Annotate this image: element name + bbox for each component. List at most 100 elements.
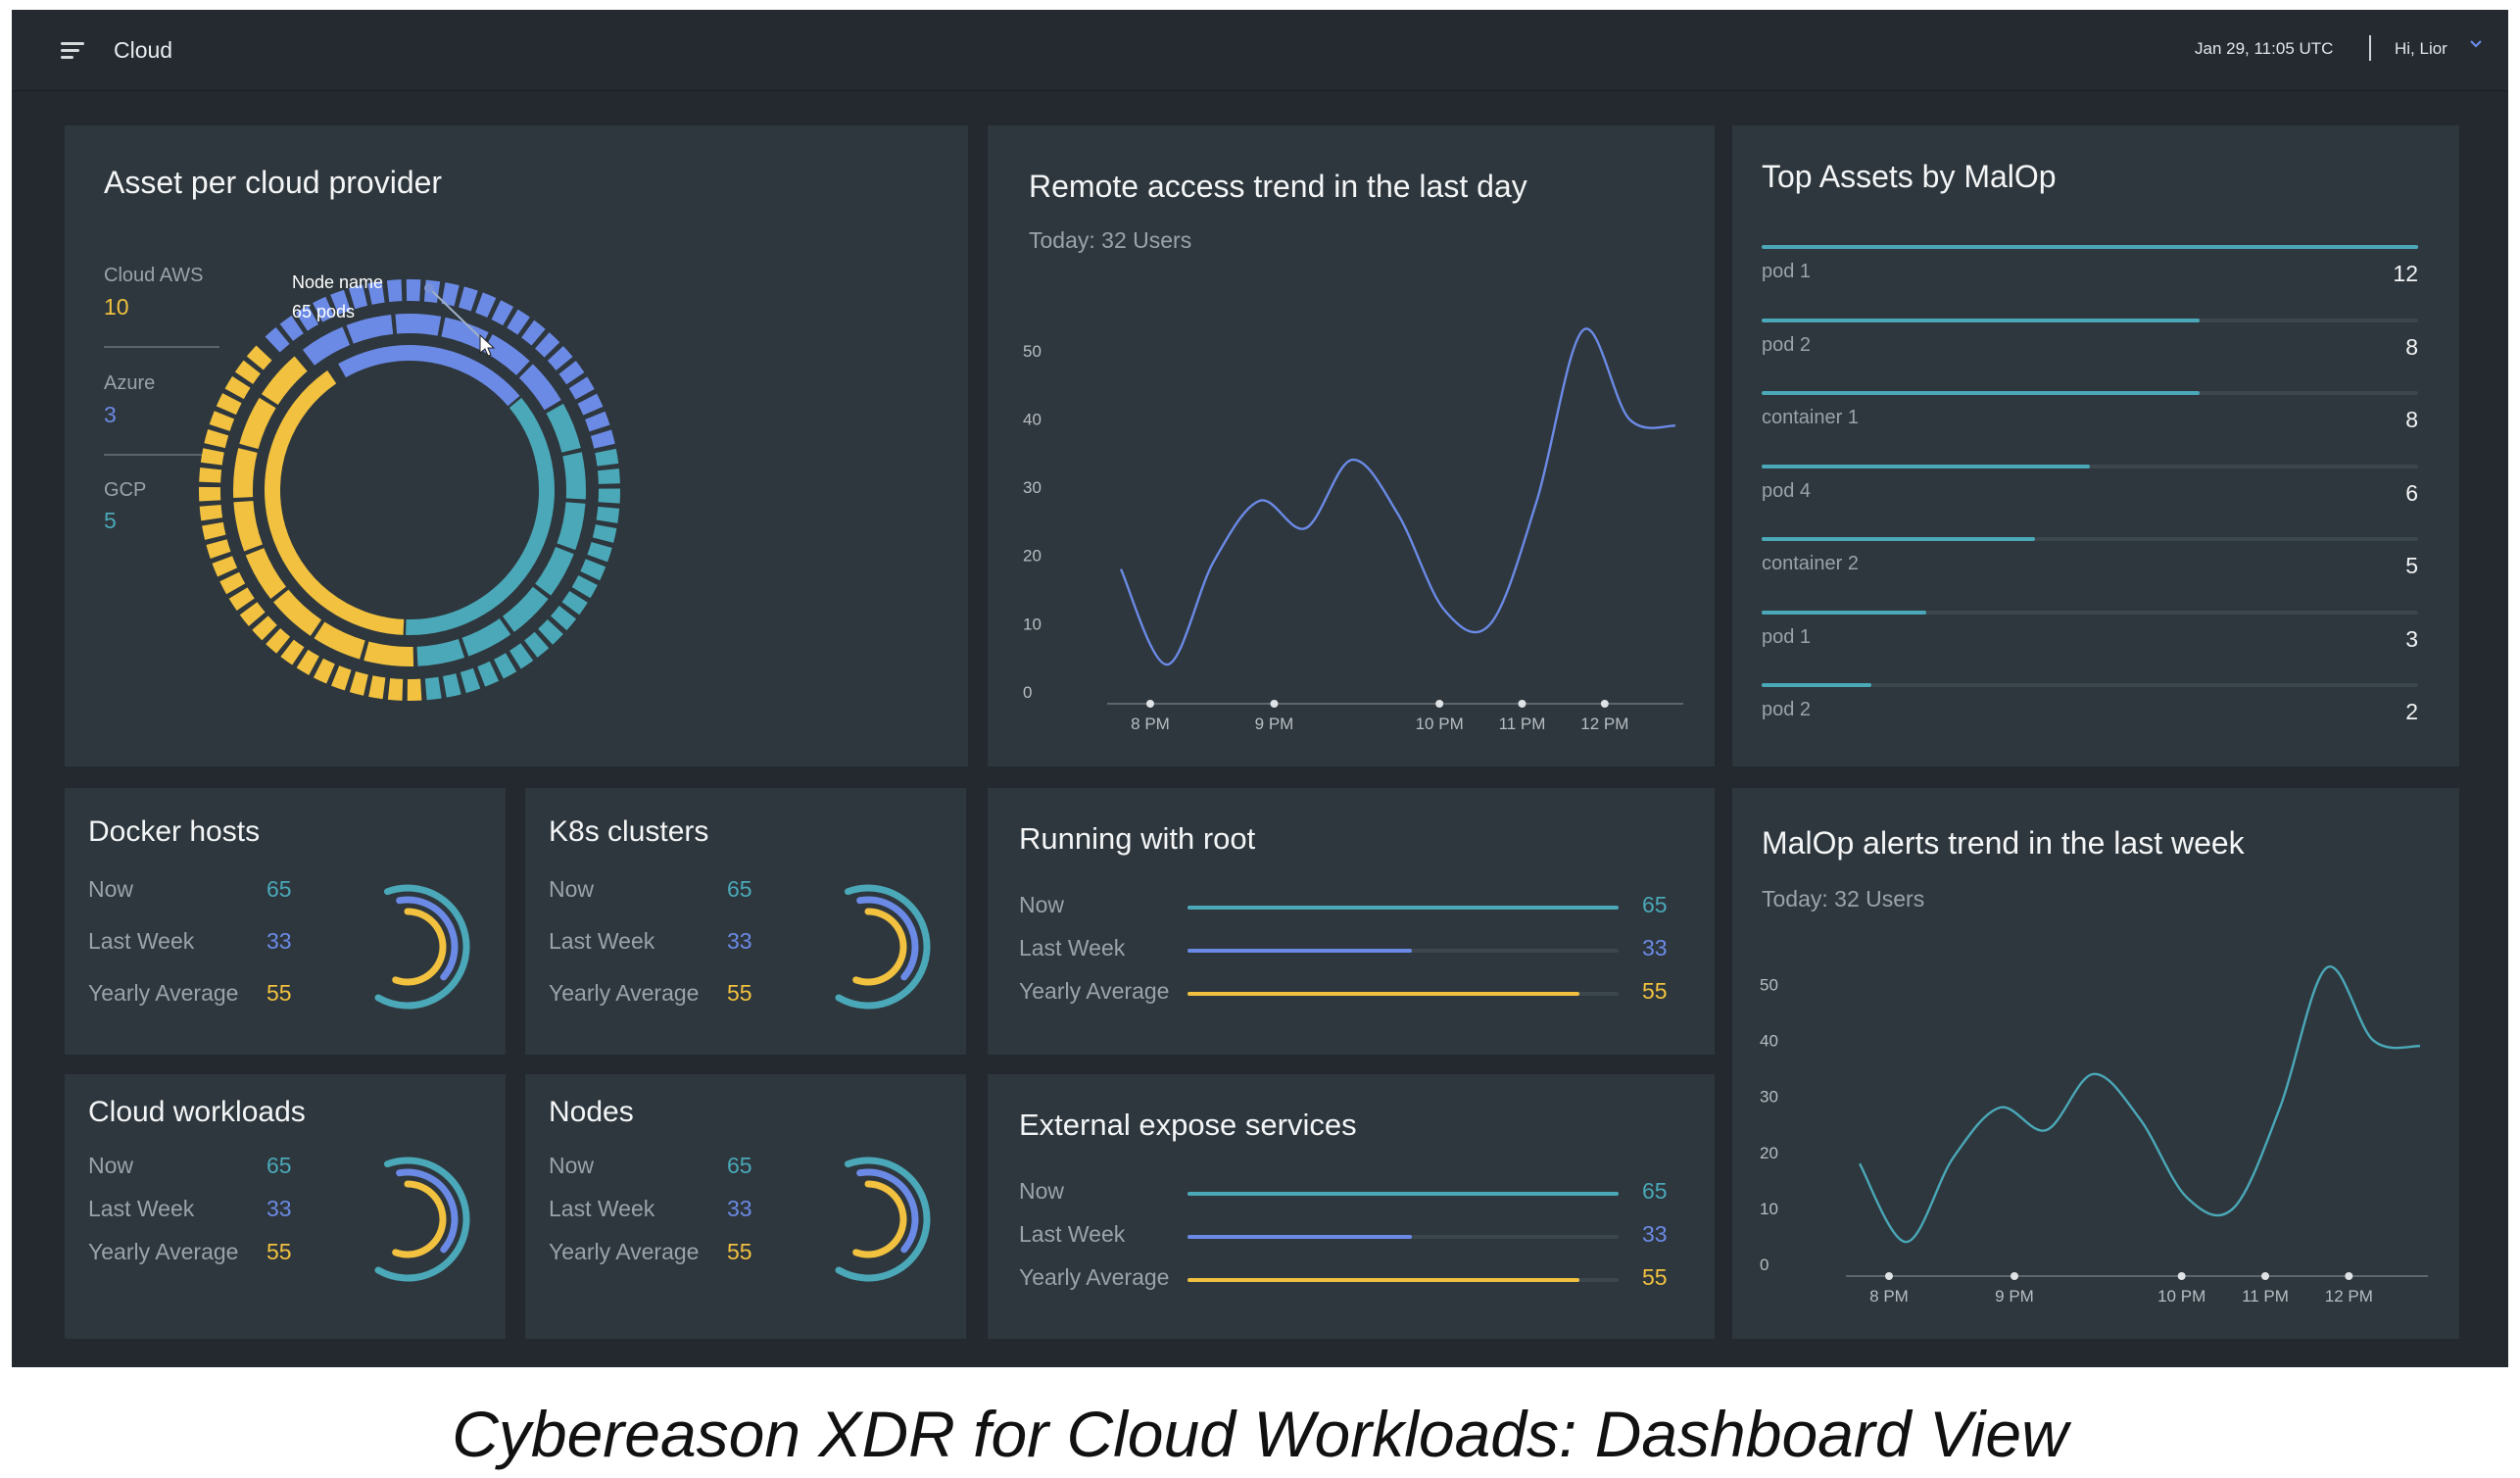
ring-1-yellow-segment[interactable]: [296, 649, 319, 675]
user-menu[interactable]: Hi, Lior: [2395, 39, 2447, 58]
asset-row[interactable]: pod 2 8: [1762, 318, 2418, 377]
ring-2-yellow-segment[interactable]: [233, 500, 264, 552]
ring-2-teal-segment[interactable]: [546, 403, 581, 453]
ring-1-yellow-segment[interactable]: [200, 448, 224, 466]
ring-1-blue-segment[interactable]: [441, 282, 460, 307]
ring-1-yellow-segment[interactable]: [199, 467, 222, 483]
ring-1-teal-segment[interactable]: [493, 653, 517, 679]
chevron-down-icon[interactable]: [2469, 37, 2483, 51]
asset-row[interactable]: container 2 5: [1762, 537, 2418, 596]
ring-2-yellow-segment[interactable]: [314, 621, 365, 660]
ring-2-blue-segment[interactable]: [518, 364, 561, 411]
ring-1-teal-segment[interactable]: [460, 667, 481, 694]
ring-1-yellow-segment[interactable]: [246, 345, 272, 370]
bar-row-track[interactable]: [1187, 906, 1619, 910]
cloud-provider-ring-chart[interactable]: [65, 125, 968, 766]
ring-2-yellow-segment[interactable]: [233, 448, 258, 499]
menu-icon[interactable]: [61, 42, 84, 60]
ring-2-yellow-segment[interactable]: [273, 589, 322, 636]
ring-1-yellow-segment[interactable]: [266, 627, 291, 654]
ring-1-yellow-segment[interactable]: [349, 671, 368, 696]
ring-1-blue-segment[interactable]: [491, 300, 514, 326]
ring-1-blue-segment[interactable]: [568, 376, 595, 400]
ring-1-blue-segment[interactable]: [577, 393, 604, 416]
asset-row[interactable]: pod 1 12: [1762, 245, 2418, 304]
ring-1-yellow-segment[interactable]: [228, 587, 255, 612]
ring-1-teal-segment[interactable]: [524, 631, 550, 658]
ring-1-teal-segment[interactable]: [477, 661, 500, 687]
ring-1-blue-segment[interactable]: [475, 292, 497, 319]
ring-2-yellow-segment[interactable]: [245, 547, 287, 599]
ring-1-blue-segment[interactable]: [590, 429, 615, 449]
ring-1-yellow-segment[interactable]: [202, 521, 226, 540]
ring-1-teal-segment[interactable]: [538, 618, 563, 645]
ring-1-blue-segment[interactable]: [330, 289, 351, 316]
ring-1-yellow-segment[interactable]: [331, 665, 352, 691]
ring-1-teal-segment[interactable]: [596, 506, 620, 523]
bar-row-track[interactable]: [1187, 1278, 1619, 1282]
ring-1-blue-segment[interactable]: [535, 332, 560, 358]
ring-1-yellow-segment[interactable]: [239, 602, 266, 626]
bar-row-track[interactable]: [1187, 1192, 1619, 1196]
ring-2-blue-segment[interactable]: [302, 326, 351, 366]
ring-2-yellow-segment[interactable]: [363, 641, 414, 666]
ring-2-yellow-segment[interactable]: [239, 397, 276, 450]
ring-1-teal-segment[interactable]: [597, 468, 620, 484]
ring-1-yellow-segment[interactable]: [387, 677, 404, 701]
ring-1-teal-segment[interactable]: [561, 590, 588, 616]
ring-1-yellow-segment[interactable]: [212, 556, 238, 577]
trend-line-series[interactable]: [1119, 327, 1676, 666]
ring-2-teal-segment[interactable]: [502, 586, 549, 632]
ring-1-blue-segment[interactable]: [507, 309, 530, 335]
malop-trend-line-chart[interactable]: 50 40 30 20 10 0 8 PM 9 PM 10 PM 11 PM 12 PM: [1732, 788, 2459, 1339]
ring-1-yellow-segment[interactable]: [224, 375, 251, 400]
ring-2-teal-segment[interactable]: [416, 638, 465, 666]
ring-1-blue-segment[interactable]: [521, 320, 546, 346]
ring-1-blue-segment[interactable]: [585, 411, 610, 432]
ring-2-blue-segment[interactable]: [441, 317, 489, 351]
ring-1-blue-segment[interactable]: [547, 346, 573, 371]
ring-3-blue-segment[interactable]: [338, 345, 520, 407]
trend-line-series[interactable]: [1858, 965, 2421, 1244]
ring-1-teal-segment[interactable]: [442, 673, 461, 698]
ring-1-blue-segment[interactable]: [367, 280, 385, 305]
bar-row-track[interactable]: [1187, 1235, 1619, 1239]
ring-1-blue-segment[interactable]: [386, 279, 403, 303]
ring-1-blue-segment[interactable]: [459, 286, 478, 312]
ring-1-blue-segment[interactable]: [265, 326, 290, 353]
ring-1-teal-segment[interactable]: [509, 643, 534, 669]
ring-1-yellow-segment[interactable]: [313, 658, 335, 684]
ring-1-yellow-segment[interactable]: [280, 639, 305, 665]
ring-chart-segments[interactable]: [198, 278, 620, 701]
ring-2-teal-segment[interactable]: [461, 617, 511, 657]
ring-1-teal-segment[interactable]: [424, 676, 442, 701]
ring-1-yellow-segment[interactable]: [234, 360, 261, 384]
asset-row[interactable]: pod 1 3: [1762, 610, 2418, 669]
ring-1-teal-segment[interactable]: [595, 448, 619, 467]
ring-1-yellow-segment[interactable]: [219, 571, 246, 595]
ring-1-teal-segment[interactable]: [592, 524, 617, 543]
asset-row[interactable]: pod 4 6: [1762, 464, 2418, 523]
ring-1-blue-segment[interactable]: [313, 296, 335, 322]
ring-1-teal-segment[interactable]: [571, 574, 598, 599]
ring-1-yellow-segment[interactable]: [204, 428, 229, 449]
asset-row[interactable]: container 1 8: [1762, 391, 2418, 450]
bar-row-track[interactable]: [1187, 992, 1619, 996]
ring-2-blue-segment[interactable]: [395, 314, 442, 336]
ring-2-yellow-segment[interactable]: [261, 356, 308, 406]
ring-2-teal-segment[interactable]: [535, 546, 574, 596]
ring-2-teal-segment[interactable]: [562, 452, 586, 500]
ring-1-yellow-segment[interactable]: [206, 539, 231, 559]
asset-row[interactable]: pod 2 2: [1762, 683, 2418, 742]
ring-1-teal-segment[interactable]: [550, 605, 577, 631]
ring-3-teal-segment[interactable]: [406, 397, 555, 635]
ring-1-blue-segment[interactable]: [558, 361, 585, 385]
ring-1-yellow-segment[interactable]: [199, 504, 223, 521]
bar-row-track[interactable]: [1187, 949, 1619, 953]
ring-2-teal-segment[interactable]: [557, 502, 586, 551]
ring-1-blue-segment[interactable]: [295, 305, 319, 331]
ring-1-blue-segment[interactable]: [279, 315, 304, 341]
ring-1-teal-segment[interactable]: [580, 559, 606, 581]
remote-access-line-chart[interactable]: 50 40 30 20 10 0 8 PM 9 PM 10 PM 11 PM 12 PM: [988, 125, 1715, 766]
ring-3-yellow-segment[interactable]: [264, 370, 405, 635]
